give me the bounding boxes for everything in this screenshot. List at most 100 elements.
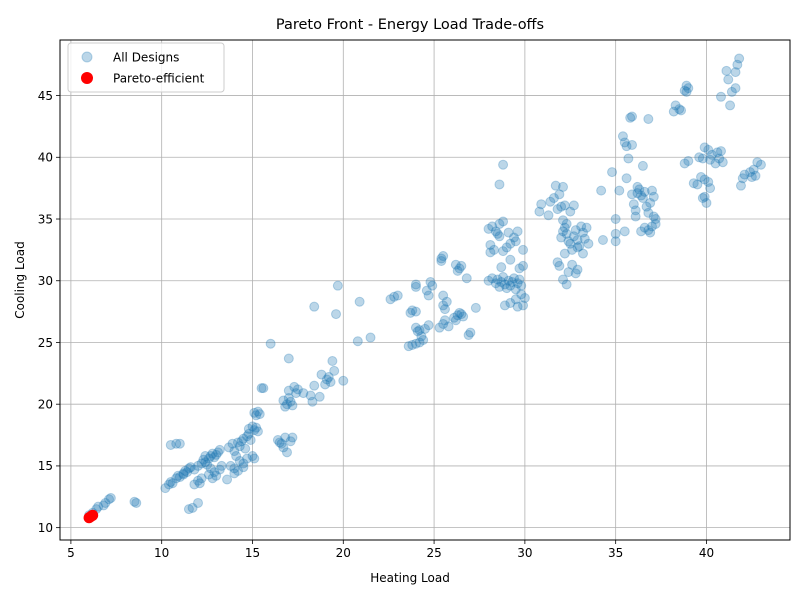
all-designs-point <box>710 158 721 169</box>
all-designs-point <box>556 201 567 212</box>
all-designs-point <box>247 451 258 462</box>
all-designs-point <box>632 181 643 192</box>
y-tick-label: 20 <box>38 397 53 411</box>
all-designs-point <box>485 247 496 258</box>
all-designs-point <box>465 327 476 338</box>
y-tick-label: 35 <box>38 212 53 226</box>
x-tick-label: 10 <box>154 546 169 560</box>
all-designs-point <box>581 222 592 233</box>
all-designs-point <box>643 225 654 236</box>
all-designs-point <box>558 181 569 192</box>
all-designs-point <box>699 191 710 202</box>
all-designs-point <box>165 439 176 450</box>
all-designs-point <box>251 422 262 433</box>
all-designs-point <box>750 170 761 181</box>
all-designs-point <box>232 465 243 476</box>
all-designs-point <box>577 248 588 259</box>
y-tick-label: 30 <box>38 274 53 288</box>
all-designs-point <box>243 428 254 439</box>
all-designs-point <box>554 260 565 271</box>
all-designs-point <box>129 496 140 507</box>
all-designs-point <box>512 226 523 237</box>
all-designs-point <box>254 409 265 420</box>
all-designs-point <box>516 280 527 291</box>
all-designs-point <box>287 400 298 411</box>
all-designs-point <box>423 320 434 331</box>
all-designs-point <box>636 190 647 201</box>
all-designs-point <box>403 341 414 352</box>
all-designs-point <box>98 500 109 511</box>
all-designs-point <box>454 307 465 318</box>
all-designs-point <box>410 338 421 349</box>
all-designs-point <box>163 479 174 490</box>
all-designs-point <box>726 86 737 97</box>
all-designs-point <box>501 283 512 294</box>
all-designs-point <box>543 210 554 221</box>
all-designs-point <box>434 322 445 333</box>
all-designs-point <box>227 438 238 449</box>
all-designs-point <box>489 244 500 255</box>
all-designs-point <box>203 469 214 480</box>
all-designs-point <box>196 458 207 469</box>
all-designs-point <box>238 458 249 469</box>
all-designs-point <box>572 242 583 253</box>
all-designs-point <box>681 80 692 91</box>
grid-layer <box>60 40 790 540</box>
all-designs-point <box>646 221 657 232</box>
all-designs-point <box>278 442 289 453</box>
all-designs-point <box>496 276 507 287</box>
all-designs-point <box>492 228 503 239</box>
all-designs-point <box>494 179 505 190</box>
all-designs-point <box>668 106 679 117</box>
all-designs-point <box>556 232 567 243</box>
all-designs-point <box>570 225 581 236</box>
all-designs-point <box>167 478 178 489</box>
all-designs-point <box>205 451 216 462</box>
all-designs-point <box>737 173 748 184</box>
all-designs-point <box>327 355 338 366</box>
all-designs-point <box>278 395 289 406</box>
all-designs-point <box>307 396 318 407</box>
all-designs-point <box>610 214 621 225</box>
all-designs-point <box>545 196 556 207</box>
all-designs-point <box>272 435 283 445</box>
all-designs-point <box>621 173 632 184</box>
all-designs-point <box>238 433 249 444</box>
all-designs-point <box>320 379 331 390</box>
all-designs-point <box>732 59 743 70</box>
all-designs-point <box>180 465 191 476</box>
all-designs-point <box>576 221 587 232</box>
all-designs-point <box>234 455 245 466</box>
all-designs-point <box>178 469 189 480</box>
all-designs-point <box>174 438 185 449</box>
all-designs-point <box>596 185 607 196</box>
all-designs-point <box>514 274 525 285</box>
all-designs-point <box>725 100 736 111</box>
all-designs-point <box>420 323 430 334</box>
legend-label-pareto-efficient: Pareto-efficient <box>113 72 205 86</box>
all-designs-point <box>648 211 659 222</box>
all-designs-point <box>427 280 438 291</box>
x-tick-label: 25 <box>426 546 441 560</box>
x-tick-label: 20 <box>336 546 351 560</box>
all-designs-point <box>570 268 581 279</box>
all-designs-point <box>245 435 256 445</box>
all-designs-point <box>280 401 291 412</box>
all-designs-point <box>414 325 425 336</box>
all-designs-point <box>565 206 576 217</box>
all-designs-point <box>498 159 509 170</box>
all-designs-point <box>632 188 643 199</box>
all-designs-point <box>516 289 527 300</box>
all-designs-point <box>229 463 240 474</box>
all-designs-point <box>209 467 220 478</box>
legend-marker-pareto-efficient <box>81 72 93 84</box>
all-designs-point <box>583 238 594 249</box>
all-designs-point <box>518 244 529 255</box>
all-designs-point <box>392 290 403 301</box>
all-designs-point <box>410 279 421 290</box>
all-designs-point <box>365 332 376 343</box>
all-designs-point <box>231 451 242 462</box>
all-designs-point <box>316 369 327 380</box>
all-designs-point <box>249 453 260 464</box>
